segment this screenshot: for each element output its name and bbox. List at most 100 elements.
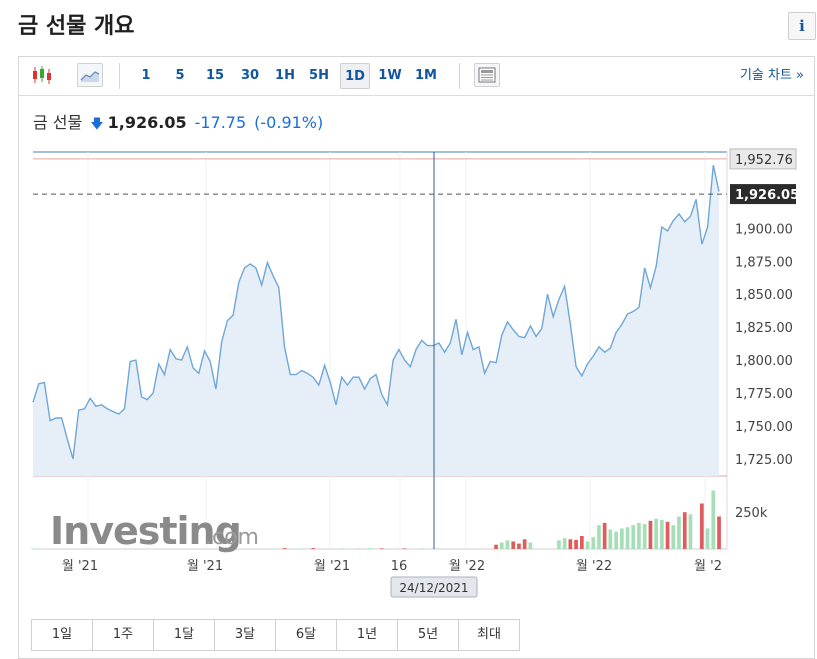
- volume-bar: [528, 542, 533, 549]
- volume-bar: [368, 548, 373, 549]
- interval-15[interactable]: 15: [205, 68, 225, 83]
- candlestick-icon[interactable]: [29, 63, 55, 87]
- layout-icon[interactable]: [474, 63, 500, 87]
- volume-bar: [31, 548, 35, 550]
- range-1w-button[interactable]: 1주: [93, 620, 154, 650]
- range-3m-button[interactable]: 3달: [215, 620, 276, 650]
- interval-5[interactable]: 5: [175, 68, 185, 83]
- volume-bar: [299, 548, 304, 550]
- quote-row: 금 선물 🡇 1,926.05 -17.75 (-0.91%): [33, 111, 323, 135]
- price-change: -17.75: [194, 113, 247, 132]
- price-tick-label: 1,800.00: [735, 354, 793, 369]
- interval-1d[interactable]: 1D: [340, 63, 370, 89]
- price-series-line: [32, 165, 720, 460]
- volume-bar: [608, 529, 613, 549]
- price-tick-label: 1,775.00: [735, 387, 793, 402]
- volume-bar: [677, 516, 681, 549]
- investing-watermark: Investing: [50, 509, 241, 553]
- price-tick-label: 1,825.00: [735, 321, 793, 336]
- price-change-percent: (-0.91%): [254, 113, 324, 132]
- x-tick-label: 월 '21: [314, 559, 350, 574]
- volume-bar: [574, 539, 578, 549]
- volume-bar: [505, 540, 510, 549]
- toolbar-separator: [459, 63, 460, 89]
- volume-bar: [494, 544, 498, 549]
- x-tick-label: 월 '22: [449, 559, 485, 574]
- volume-bar: [688, 514, 693, 549]
- range-5y-button[interactable]: 5년: [398, 620, 459, 650]
- x-tick-label: 월 '21: [187, 559, 223, 574]
- price-tick-label: 1,725.00: [735, 453, 793, 468]
- page-title: 금 선물 개요: [18, 14, 135, 39]
- volume-bar: [402, 548, 407, 550]
- volume-bar: [648, 520, 653, 549]
- interval-1w[interactable]: 1W: [378, 68, 402, 83]
- volume-axis-label: 250k: [735, 506, 768, 521]
- price-area-fill: [33, 165, 719, 476]
- x-tick-label: 월 '22: [576, 559, 612, 574]
- volume-bar: [671, 525, 676, 549]
- x-tick-label: 월 '2: [694, 559, 722, 574]
- instrument-name: 금 선물: [33, 113, 83, 132]
- volume-bar: [705, 528, 710, 549]
- crosshair-date-label: 24/12/2021: [399, 581, 468, 595]
- range-1m-button[interactable]: 1달: [154, 620, 215, 650]
- x-tick-label: 16: [391, 559, 408, 574]
- price-tick-label: 1,750.00: [735, 420, 793, 435]
- last-price: 1,926.05: [107, 113, 187, 132]
- interval-30[interactable]: 30: [240, 68, 260, 83]
- range-1d-button[interactable]: 1일: [32, 620, 93, 650]
- info-icon[interactable]: i: [788, 12, 816, 40]
- volume-bar: [620, 528, 624, 549]
- volume-bar: [642, 524, 647, 549]
- area-chart-icon[interactable]: [77, 63, 103, 87]
- volume-bar: [711, 490, 716, 549]
- volume-bar: [511, 541, 516, 549]
- current-price-label-box: [730, 184, 796, 205]
- volume-bar: [700, 503, 704, 549]
- volume-bar: [614, 531, 618, 549]
- volume-bar: [419, 548, 424, 550]
- volume-bar: [654, 518, 658, 549]
- x-tick-label: 월 '21: [62, 559, 98, 574]
- volume-bar: [717, 516, 721, 549]
- crosshair-date-box: [390, 576, 478, 598]
- volume-bar: [517, 543, 521, 549]
- volume-bar: [557, 540, 561, 549]
- volume-bar: [660, 519, 664, 550]
- current-price-label: 1,926.05: [735, 188, 799, 203]
- volume-bar: [379, 548, 384, 550]
- price-chart[interactable]: 1,725.00 1,750.00 1,775.00 1,800.00 1,825.00…: [0, 0, 817, 610]
- range-max-button[interactable]: 최대: [459, 620, 520, 650]
- high-price-label-box: [729, 148, 797, 170]
- investing-watermark-suffix: .com: [205, 525, 259, 550]
- chart-toolbar: 1 5 15 30 1H 5H 1D 1W 1M 기술 차트 »: [19, 57, 814, 96]
- volume-bar: [357, 548, 361, 550]
- toolbar-separator: [119, 63, 120, 89]
- price-tick-label: 1,900.00: [735, 222, 793, 237]
- volume-bar: [597, 525, 601, 549]
- range-6m-button[interactable]: 6달: [276, 620, 337, 650]
- interval-1[interactable]: 1: [141, 68, 151, 83]
- volume-bar: [631, 525, 636, 549]
- volume-bar: [591, 537, 596, 549]
- price-tick-label: 1,875.00: [735, 255, 793, 270]
- interval-1h[interactable]: 1H: [275, 68, 295, 83]
- range-1y-button[interactable]: 1년: [337, 620, 398, 650]
- technical-chart-link[interactable]: 기술 차트 »: [739, 68, 804, 83]
- volume-bar: [568, 539, 573, 550]
- volume-bar: [585, 541, 590, 549]
- volume-bar: [682, 512, 687, 549]
- volume-bar: [637, 523, 641, 549]
- interval-1m[interactable]: 1M: [415, 68, 437, 83]
- down-arrow-icon: 🡇: [90, 117, 104, 132]
- volume-bar: [625, 527, 630, 549]
- volume-bar: [562, 538, 567, 549]
- volume-bar: [282, 548, 287, 549]
- volume-bar: [339, 548, 344, 550]
- price-tick-label: 1,850.00: [735, 288, 793, 303]
- volume-bar: [665, 521, 670, 549]
- interval-5h[interactable]: 5H: [309, 68, 329, 83]
- volume-bar: [580, 536, 584, 549]
- high-price-label: 1,952.76: [735, 153, 793, 168]
